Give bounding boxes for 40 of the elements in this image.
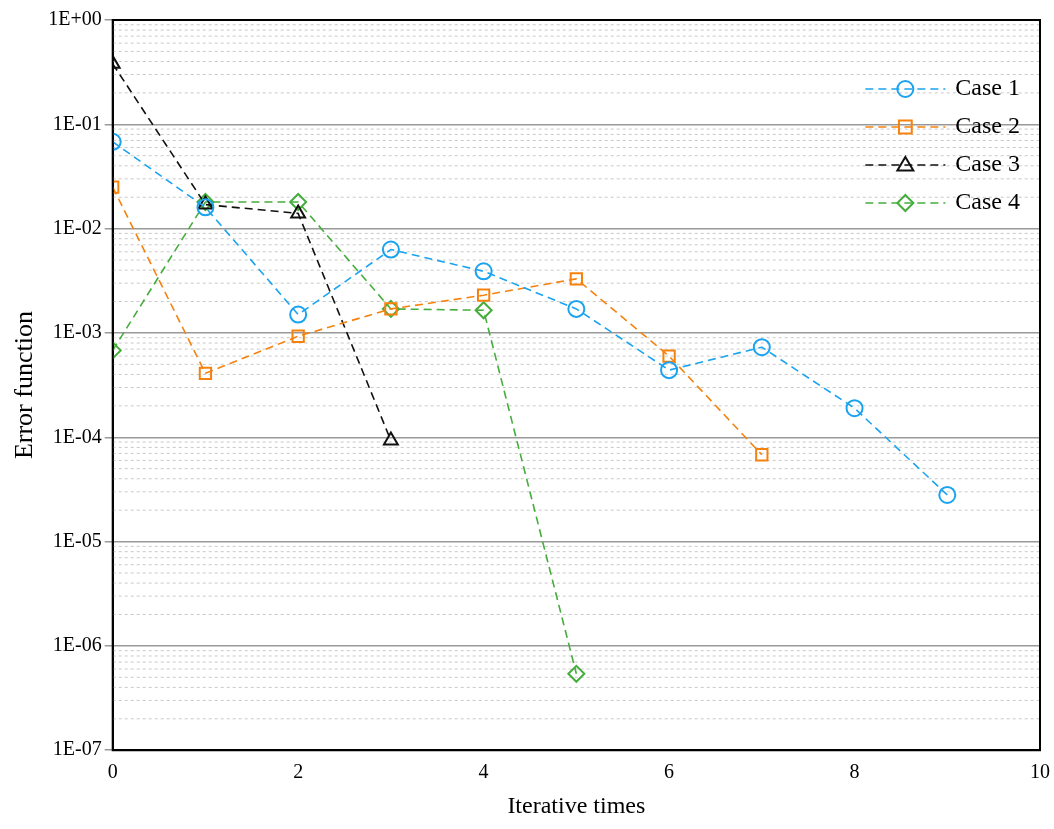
y-tick-label: 1E-06: [52, 633, 102, 656]
legend-label: Case 4: [955, 188, 1020, 215]
y-tick-label: 1E-01: [52, 111, 102, 134]
point: [755, 448, 769, 462]
y-tick-label: 1E-03: [52, 320, 102, 343]
y-tick-label: 1E-05: [52, 528, 102, 551]
point: [196, 198, 215, 217]
point: [845, 399, 864, 418]
point: [567, 299, 586, 318]
x-tick-label: 0: [107, 760, 118, 783]
point: [381, 240, 400, 259]
point: [660, 361, 679, 380]
legend-label: Case 3: [955, 150, 1020, 177]
y-tick-label: 1E+00: [48, 7, 102, 30]
point: [289, 193, 308, 211]
point: [290, 204, 307, 219]
y-axis-title: Error function: [9, 311, 39, 460]
x-tick-label: 6: [664, 760, 675, 783]
x-axis-title: Iterative times: [507, 791, 646, 818]
point: [752, 338, 771, 357]
legend-label: Case 2: [955, 112, 1020, 139]
x-tick-label: 10: [1030, 760, 1050, 783]
y-tick-label: 1E-04: [52, 424, 102, 447]
point: [938, 485, 957, 504]
point: [289, 305, 308, 324]
point: [198, 366, 213, 380]
point: [474, 262, 493, 281]
y-tick-label: 1E-07: [52, 737, 102, 760]
point: [291, 329, 305, 343]
point: [567, 664, 586, 683]
x-tick-label: 4: [478, 760, 489, 783]
legend-label: Case 1: [955, 74, 1020, 101]
point: [662, 349, 676, 363]
point: [382, 431, 399, 446]
x-tick-label: 2: [293, 760, 304, 783]
point: [569, 272, 584, 286]
point: [474, 301, 493, 320]
x-tick-label: 8: [849, 760, 860, 783]
y-tick-label: 1E-02: [52, 215, 102, 238]
point: [476, 288, 491, 302]
